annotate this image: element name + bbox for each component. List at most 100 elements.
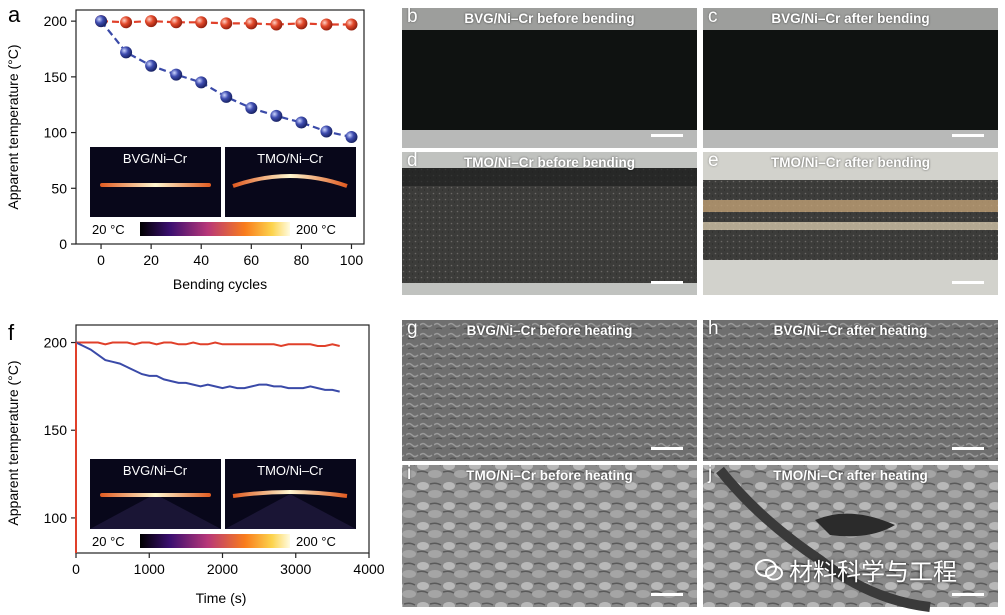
data-point-a-1: [170, 68, 183, 81]
panel-i: i TMO/Ni–Cr before heating: [402, 465, 697, 607]
x-tick-label-a: 80: [294, 252, 310, 268]
panel-letter-i: i: [407, 465, 412, 484]
x-tick-label-f: 3000: [280, 561, 311, 577]
micrograph-d: [402, 152, 697, 295]
inset-wire-tmo-f: [232, 490, 348, 498]
panel-e: e TMO/Ni–Cr after bending: [703, 152, 998, 295]
x-tick-label-f: 0: [72, 561, 80, 577]
inset-shadow-tmo-f: [225, 494, 356, 529]
chart-a: a 0 50 100 150 200 0 20 40 60 80 100 Apparent tem…: [5, 2, 365, 292]
scale-bar-c: [952, 134, 984, 137]
data-point-a-0: [195, 16, 208, 29]
data-point-a-0: [345, 18, 358, 31]
inset-label-tmo-a: TMO/Ni–Cr: [257, 151, 323, 166]
data-point-a-1: [345, 131, 358, 144]
data-point-a-0: [270, 18, 283, 31]
panel-c: c BVG/Ni–Cr after bending: [703, 8, 998, 148]
micrograph-i: [402, 465, 697, 607]
inset-wire-bvg-a: [100, 183, 211, 187]
series-line-f-1: [75, 341, 340, 393]
scale-bar-e: [952, 281, 984, 284]
wechat-icon: [755, 558, 783, 580]
panel-letter-f: f: [8, 320, 15, 345]
panel-letter-c: c: [708, 8, 718, 27]
colorbar-max-label-a: 200 °C: [296, 222, 336, 237]
x-axis-label-a: Bending cycles: [173, 276, 267, 292]
panel-d: d TMO/Ni–Cr before bending: [402, 152, 697, 295]
data-point-a-0: [145, 15, 158, 28]
colorbar-min-label-a: 20 °C: [92, 222, 125, 237]
micrograph-c: [703, 8, 998, 148]
colorbar-a: [140, 222, 290, 236]
chart-f: f 100 150 200 0 1000 2000 3000 4000 Apparent t…: [5, 320, 385, 606]
y-tick-label-f: 150: [44, 422, 68, 438]
panel-letter-g: g: [407, 320, 418, 339]
x-tick-label-a: 0: [97, 252, 105, 268]
plot-frame-a: [75, 9, 365, 245]
panel-title-c: BVG/Ni–Cr after bending: [771, 11, 930, 26]
panel-title-i: TMO/Ni–Cr before heating: [466, 468, 633, 483]
panel-g: g BVG/Ni–Cr before heating: [402, 320, 697, 461]
inset-wire-bvg-f: [100, 493, 211, 497]
panel-letter-h: h: [708, 320, 719, 339]
scale-bar-b: [651, 134, 683, 137]
y-tick-label-a: 0: [59, 236, 67, 252]
scale-bar-h: [952, 447, 984, 450]
inset-label-bvg-f: BVG/Ni–Cr: [123, 463, 188, 478]
watermark: 材料科学与工程: [755, 552, 957, 587]
series-line-a-1: [100, 20, 352, 139]
data-point-a-1: [220, 90, 233, 103]
y-tick-label-f: 100: [44, 510, 68, 526]
panel-b: b BVG/Ni–Cr before bending: [402, 8, 697, 148]
micrograph-h: [703, 320, 998, 461]
y-axis-label-a: Apparent temperature (°C): [5, 44, 21, 209]
panel-h: h BVG/Ni–Cr after heating: [703, 320, 998, 461]
data-point-a-1: [195, 76, 208, 89]
series-line-f-0: [76, 341, 340, 348]
data-point-a-0: [320, 18, 333, 31]
panel-letter-b: b: [407, 8, 418, 27]
data-point-a-1: [245, 102, 258, 115]
panel-letter-d: d: [407, 152, 418, 171]
data-point-a-0: [120, 16, 133, 29]
inset-label-bvg-a: BVG/Ni–Cr: [123, 151, 188, 166]
data-point-a-1: [270, 109, 283, 122]
micrograph-b: [402, 8, 697, 148]
x-tick-label-f: 1000: [134, 561, 165, 577]
data-point-a-1: [120, 46, 133, 59]
data-point-a-0: [245, 17, 258, 30]
micrograph-g: [402, 320, 697, 461]
micrograph-j: [703, 465, 998, 612]
inset-label-tmo-f: TMO/Ni–Cr: [257, 463, 323, 478]
data-point-a-1: [320, 125, 333, 138]
inset-shadow-bvg-f: [90, 494, 221, 529]
x-tick-label-a: 40: [193, 252, 209, 268]
scale-bar-i: [651, 593, 683, 596]
x-tick-label-f: 2000: [207, 561, 238, 577]
panel-title-h: BVG/Ni–Cr after heating: [773, 323, 928, 338]
data-point-a-1: [145, 59, 158, 72]
x-tick-label-f: 4000: [353, 561, 384, 577]
scale-bar-d: [651, 281, 683, 284]
colorbar-min-label-f: 20 °C: [92, 534, 125, 549]
data-point-a-0: [295, 17, 308, 30]
y-tick-label-a: 150: [44, 69, 68, 85]
colorbar-f: [140, 534, 290, 548]
panel-title-g: BVG/Ni–Cr before heating: [466, 323, 633, 338]
inset-wire-tmo-a: [232, 174, 348, 188]
panel-j: j TMO/Ni–Cr after heating: [703, 465, 998, 607]
panel-title-j: TMO/Ni–Cr after heating: [773, 468, 928, 483]
panel-title-d: TMO/Ni–Cr before bending: [463, 155, 635, 170]
x-tick-label-a: 100: [340, 252, 364, 268]
panel-letter-j: j: [708, 465, 713, 484]
y-tick-label-a: 200: [44, 13, 68, 29]
micrograph-e: [703, 152, 998, 295]
x-axis-label-f: Time (s): [196, 590, 247, 606]
y-axis-label-f: Apparent temperature (°C): [5, 360, 21, 525]
panel-title-e: TMO/Ni–Cr after bending: [770, 155, 930, 170]
data-point-a-1: [95, 15, 108, 28]
watermark-text: 材料科学与工程: [789, 558, 957, 586]
data-point-a-0: [220, 17, 233, 30]
data-point-a-0: [170, 16, 183, 29]
